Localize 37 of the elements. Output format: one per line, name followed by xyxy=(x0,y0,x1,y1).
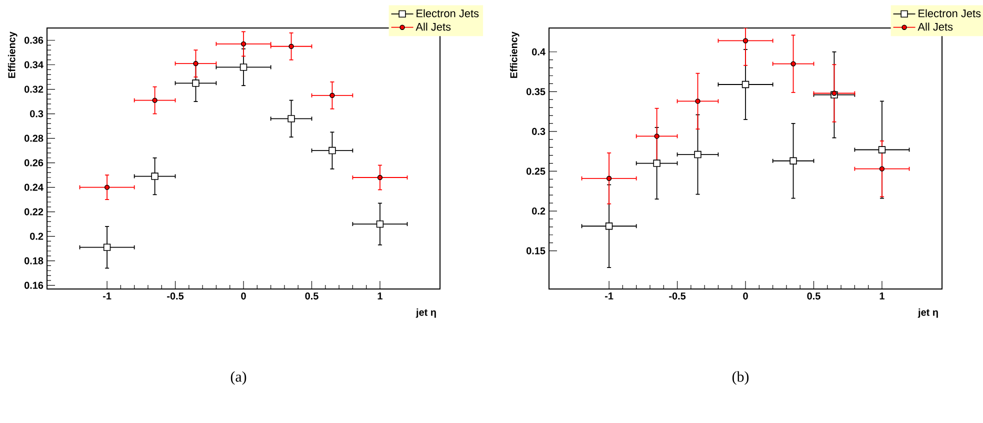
text: (b) xyxy=(732,371,749,385)
y-tick-label: 0.15 xyxy=(526,247,546,254)
legend-label: Electron Jets xyxy=(918,9,981,18)
y-tick-label: 0.2 xyxy=(30,232,44,240)
y-tick-label: 0.3 xyxy=(30,110,44,118)
y-tick-label: 0.28 xyxy=(24,134,44,142)
y-tick-label: 0.35 xyxy=(526,88,546,96)
x-tick-label: 0.5 xyxy=(305,292,318,300)
x-tick-label: 0 xyxy=(743,292,748,300)
y-tick-label: 0.4 xyxy=(532,48,546,56)
y-tick-label: 0.36 xyxy=(24,36,44,44)
y-axis-title: Efficiency xyxy=(8,32,18,78)
text: (a) xyxy=(230,371,246,385)
legend-label: Electron Jets xyxy=(416,9,479,18)
y-tick-label: 0.2 xyxy=(532,207,546,215)
x-axis-title: jet η xyxy=(416,308,436,318)
y-tick-label: 0.26 xyxy=(24,159,44,166)
x-tick-label: 0.5 xyxy=(807,292,820,300)
x-tick-label: 1 xyxy=(378,292,382,300)
y-tick-label: 0.32 xyxy=(24,86,44,93)
x-tick-label: -1 xyxy=(605,292,614,300)
y-tick-label: 0.24 xyxy=(24,184,44,191)
y-tick-label: 0.3 xyxy=(532,128,546,135)
x-tick-label: 0 xyxy=(241,292,246,300)
y-tick-label: 0.22 xyxy=(24,208,44,216)
y-tick-label: 0.18 xyxy=(24,257,44,264)
legend-label: All Jets xyxy=(416,22,451,31)
x-tick-label: -1 xyxy=(103,292,112,300)
y-tick-label: 0.16 xyxy=(24,282,44,289)
y-tick-label: 0.25 xyxy=(526,168,546,175)
x-tick-label: 1 xyxy=(880,292,884,300)
y-tick-label: 0.34 xyxy=(24,61,44,68)
x-tick-label: -0.5 xyxy=(167,292,184,300)
x-axis-title: jet η xyxy=(918,308,938,318)
x-tick-label: -0.5 xyxy=(669,292,686,300)
legend-label: All Jets xyxy=(918,22,953,31)
y-axis-title: Efficiency xyxy=(510,32,520,78)
